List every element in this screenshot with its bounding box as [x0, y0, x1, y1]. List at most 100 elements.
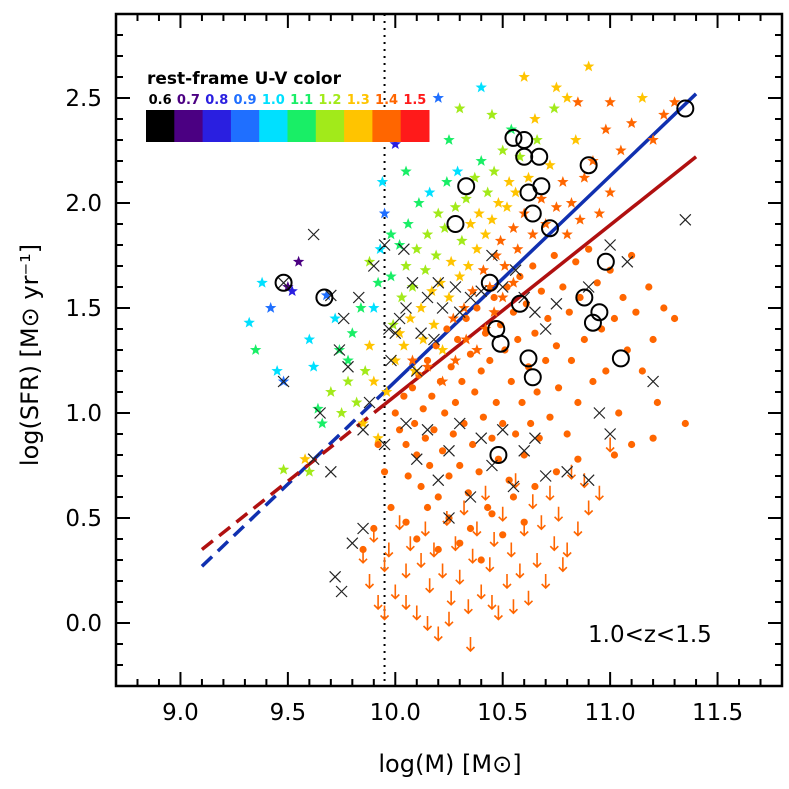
- colorbar-swatch: [174, 110, 204, 142]
- star-forming-point: [488, 165, 500, 177]
- quiescent-point: [670, 314, 679, 323]
- upper-limit-arrow: [506, 542, 516, 558]
- star-forming-point: [475, 155, 487, 166]
- fit-line-dashed: [200, 403, 386, 551]
- star-forming-point: [307, 360, 320, 372]
- star-forming-point: [539, 218, 552, 229]
- colorbar-swatch: [259, 110, 288, 142]
- star-forming-point: [550, 81, 563, 93]
- star-forming-point: [462, 260, 475, 271]
- quiescent-point: [484, 503, 492, 512]
- circle-marker: [583, 313, 602, 332]
- cross-marker: [421, 423, 434, 436]
- quiescent-point: [559, 283, 567, 291]
- upper-limit-arrow: [446, 590, 456, 606]
- star-forming-point: [475, 81, 487, 93]
- cross-marker: [486, 249, 498, 262]
- star-forming-point: [557, 176, 569, 187]
- star-forming-point: [417, 333, 429, 345]
- circle-marker: [274, 273, 293, 292]
- quiescent-point: [464, 489, 472, 497]
- quiescent-point: [466, 524, 475, 533]
- y-tick-label: 0.5: [65, 506, 102, 532]
- fit-line-dashed: [200, 390, 386, 568]
- star-forming-point: [507, 276, 520, 288]
- star-forming-point: [593, 207, 606, 219]
- star-forming-point: [423, 186, 436, 198]
- quiescent-point: [610, 314, 619, 323]
- star-forming-point: [368, 375, 380, 387]
- cross-marker: [593, 407, 606, 419]
- cross-marker: [582, 281, 595, 293]
- quiescent-point: [499, 419, 507, 428]
- quiescent-point: [402, 518, 410, 526]
- star-forming-point: [479, 228, 492, 240]
- cross-marker: [400, 302, 412, 314]
- quiescent-point: [518, 398, 526, 407]
- cross-marker: [397, 243, 410, 256]
- circle-marker: [676, 99, 695, 118]
- quiescent-point: [615, 409, 623, 417]
- circle-marker: [315, 288, 334, 307]
- star-forming-point: [469, 171, 481, 183]
- star-forming-point: [441, 176, 453, 187]
- cross-marker: [324, 465, 337, 478]
- quiescent-point: [554, 384, 563, 392]
- quiescent-point: [511, 430, 520, 438]
- cross-marker: [314, 407, 327, 419]
- quiescent-point: [417, 482, 425, 491]
- quiescent-point: [649, 335, 657, 344]
- cross-marker: [509, 264, 522, 277]
- cross-marker: [432, 474, 445, 487]
- star-forming-point: [486, 213, 498, 225]
- quiescent-point: [580, 335, 588, 344]
- quiescent-point: [572, 258, 580, 266]
- quiescent-point: [645, 283, 653, 291]
- upper-limit-arrow: [573, 521, 583, 537]
- star-forming-point: [544, 159, 556, 171]
- star-forming-point: [292, 255, 305, 267]
- upper-limit-arrow: [528, 494, 538, 510]
- quiescent-point: [574, 455, 582, 463]
- quiescent-point: [507, 377, 515, 386]
- star-forming-point: [582, 60, 595, 72]
- star-forming-point: [473, 207, 485, 219]
- quiescent-point: [514, 335, 522, 344]
- quiescent-point: [544, 314, 552, 323]
- star-forming-point: [312, 402, 324, 414]
- star-forming-point: [346, 327, 359, 339]
- quiescent-point: [490, 293, 498, 302]
- star-forming-point: [464, 218, 477, 229]
- upper-limit-arrow: [532, 553, 542, 569]
- star-forming-point: [430, 249, 442, 261]
- cross-marker: [406, 276, 419, 289]
- star-forming-point: [561, 228, 573, 240]
- upper-limit-arrow: [416, 553, 426, 569]
- star-forming-point: [325, 386, 337, 397]
- quiescent-point: [434, 545, 442, 554]
- circle-marker: [530, 147, 549, 166]
- star-forming-point: [436, 344, 449, 355]
- colorbar-swatch: [344, 110, 373, 142]
- cross-marker: [449, 281, 462, 293]
- quiescent-point: [653, 398, 661, 407]
- upper-limit-arrow: [455, 569, 465, 585]
- quiescent-point: [477, 556, 485, 564]
- quiescent-point: [628, 440, 636, 449]
- star-forming-point: [531, 134, 543, 145]
- star-forming-point: [411, 243, 423, 255]
- star-forming-point: [529, 113, 541, 124]
- cross-marker: [357, 522, 369, 535]
- star-forming-point: [372, 276, 384, 288]
- star-forming-point: [320, 289, 333, 301]
- quiescent-point: [419, 405, 427, 413]
- quiescent-point: [649, 434, 657, 442]
- quiescent-point: [628, 251, 636, 260]
- quiescent-point: [531, 329, 539, 337]
- star-forming-point: [378, 207, 391, 219]
- quiescent-point: [565, 308, 573, 316]
- quiescent-point: [451, 398, 460, 407]
- colorbar-swatch: [146, 110, 175, 142]
- star-forming-point: [449, 354, 462, 366]
